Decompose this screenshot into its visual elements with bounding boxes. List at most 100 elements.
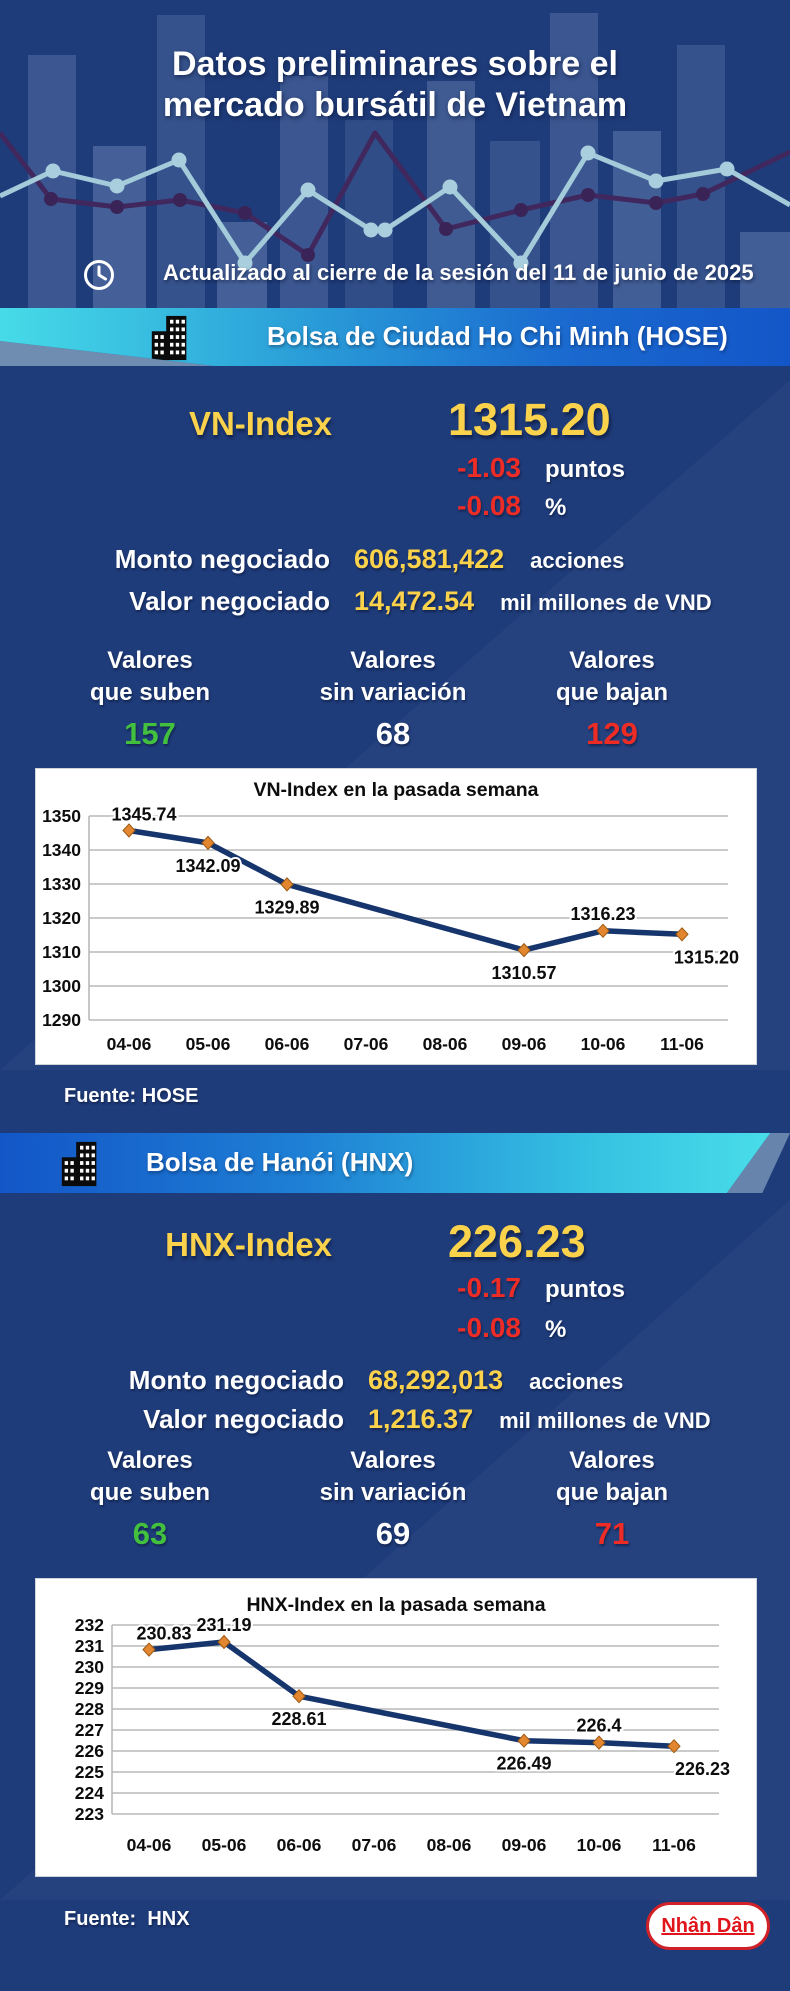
hnx-change-points: -0.17: [457, 1272, 521, 1303]
hnx-index-label: HNX-Index: [165, 1226, 332, 1263]
svg-text:HNX-Index en la pasada semana: HNX-Index en la pasada semana: [246, 1594, 545, 1616]
updated-text: Actualizado al cierre de la sesión del 1…: [163, 260, 754, 285]
vn-index-label: VN-Index: [188, 405, 332, 442]
svg-text:1340: 1340: [42, 840, 81, 860]
svg-text:226: 226: [75, 1741, 104, 1761]
hnx-decliners: Valores que bajan 71: [497, 1445, 727, 1552]
hnx-source: Fuente: HNX: [64, 1908, 190, 1930]
svg-text:1320: 1320: [42, 908, 81, 928]
vn-change-percent-row: -0.08 %: [0, 490, 790, 522]
svg-text:09-06: 09-06: [502, 1034, 547, 1054]
svg-text:04-06: 04-06: [127, 1835, 172, 1855]
svg-text:225: 225: [75, 1762, 104, 1782]
title-line-1: Datos preliminares sobre el: [172, 45, 618, 83]
lightblue-line-series: [0, 145, 790, 271]
svg-text:1315.20: 1315.20: [674, 947, 739, 967]
building-icon: [61, 1141, 97, 1187]
svg-text:226.23: 226.23: [675, 1759, 730, 1779]
vn-unchanged: Valores sin variación 68: [278, 645, 508, 752]
hnx-volume-label: Monto negociado: [128, 1365, 344, 1395]
svg-text:1342.09: 1342.09: [175, 856, 240, 876]
svg-text:09-06: 09-06: [502, 1835, 547, 1855]
hnx-change-percent-unit: %: [545, 1316, 567, 1343]
vn-volume-unit: acciones: [530, 548, 625, 573]
svg-text:231.19: 231.19: [196, 1615, 251, 1635]
svg-text:223: 223: [75, 1804, 104, 1824]
vn-change-percent: -0.08: [457, 490, 521, 521]
hnx-turnover-value: 1,216.37: [368, 1404, 474, 1434]
hnx-turnover-label: Valor negociado: [143, 1404, 344, 1434]
svg-text:229: 229: [75, 1678, 104, 1698]
svg-text:10-06: 10-06: [581, 1034, 626, 1054]
svg-text:08-06: 08-06: [423, 1034, 468, 1054]
svg-text:08-06: 08-06: [427, 1835, 472, 1855]
svg-text:07-06: 07-06: [352, 1835, 397, 1855]
svg-text:06-06: 06-06: [277, 1835, 322, 1855]
svg-text:1345.74: 1345.74: [111, 805, 176, 825]
svg-text:231: 231: [75, 1636, 104, 1656]
svg-text:1316.23: 1316.23: [570, 904, 635, 924]
hnx-advancers-count: 63: [132, 1516, 168, 1551]
svg-text:1300: 1300: [42, 976, 81, 996]
nhan-dan-logo-text: Nhân Dân: [661, 1914, 755, 1937]
vn-turnover-label: Valor negociado: [129, 586, 330, 616]
svg-text:05-06: 05-06: [186, 1034, 231, 1054]
svg-text:1290: 1290: [42, 1010, 81, 1030]
hnx-volume-row: Monto negociado 68,292,013 acciones: [0, 1365, 790, 1396]
hnx-decliners-count: 71: [594, 1516, 630, 1551]
vn-volume-row: Monto negociado 606,581,422 acciones: [0, 544, 790, 575]
hnx-banner-title: Bolsa de Hanói (HNX): [146, 1147, 414, 1177]
vn-volume-label: Monto negociado: [114, 544, 330, 574]
page-title: Datos preliminares sobre el mercado burs…: [0, 44, 790, 126]
hnx-volume-unit: acciones: [529, 1369, 624, 1394]
svg-text:1350: 1350: [42, 806, 81, 826]
svg-text:1329.89: 1329.89: [254, 897, 319, 917]
hose-banner-title: Bolsa de Ciudad Ho Chi Minh (HOSE): [267, 321, 728, 351]
hnx-unchanged: Valores sin variación 69: [278, 1445, 508, 1552]
svg-text:1310: 1310: [42, 942, 81, 962]
svg-text:226.4: 226.4: [576, 1716, 621, 1736]
svg-text:230.83: 230.83: [136, 1624, 191, 1644]
vn-volume-value: 606,581,422: [354, 544, 505, 574]
vn-change-points: -1.03: [457, 452, 521, 483]
clock-icon: [84, 260, 114, 290]
svg-text:VN-Index en la pasada semana: VN-Index en la pasada semana: [253, 779, 538, 801]
hnx-turnover-row: Valor negociado 1,216.37 mil millones de…: [0, 1404, 790, 1435]
svg-text:10-06: 10-06: [577, 1835, 622, 1855]
hnx-change-points-row: -0.17 puntos: [0, 1272, 790, 1304]
vn-index-weekly-chart: 1350 1340 1330 1320 1310 1300 1290 04-06 05-06 06…: [35, 768, 757, 1065]
title-line-2: mercado bursátil de Vietnam: [162, 86, 628, 124]
updated-row: Actualizado al cierre de la sesión del 1…: [0, 256, 790, 296]
hnx-banner: Bolsa de Hanói (HNX): [0, 1133, 771, 1193]
svg-text:228: 228: [75, 1699, 104, 1719]
svg-text:04-06: 04-06: [107, 1034, 152, 1054]
svg-text:227: 227: [75, 1720, 104, 1740]
svg-text:06-06: 06-06: [265, 1034, 310, 1054]
nhan-dan-logo: Nhân Dân: [646, 1902, 770, 1950]
building-icon: [151, 315, 187, 361]
svg-text:07-06: 07-06: [344, 1034, 389, 1054]
hnx-volume-value: 68,292,013: [368, 1365, 504, 1395]
svg-text:1330: 1330: [42, 874, 81, 894]
vn-turnover-value: 14,472.54: [354, 586, 475, 616]
chart-svg: 1350 1340 1330 1320 1310 1300 1290 04-06 05-06 06…: [42, 779, 741, 1054]
hnx-unchanged-count: 69: [375, 1516, 411, 1551]
vn-change-points-unit: puntos: [545, 456, 625, 483]
svg-text:228.61: 228.61: [271, 1709, 326, 1729]
vn-index-value: 1315.20: [448, 394, 611, 445]
vn-turnover-row: Valor negociado 14,472.54 mil millones d…: [0, 586, 790, 617]
svg-text:11-06: 11-06: [652, 1835, 696, 1855]
vn-turnover-unit: mil millones de VND: [500, 590, 712, 615]
hnx-index-weekly-chart: 232 231 230 229 228 227 226 225 224 223 04-06 05-06…: [35, 1578, 757, 1877]
svg-text:226.49: 226.49: [496, 1754, 551, 1774]
vn-decliners-count: 129: [586, 716, 638, 751]
hnx-advancers: Valores que suben 63: [35, 1445, 265, 1552]
vn-decliners: Valores que bajan 129: [497, 645, 727, 752]
svg-text:11-06: 11-06: [660, 1034, 704, 1054]
svg-text:232: 232: [75, 1615, 104, 1635]
purple-line-series: [0, 130, 790, 262]
hnx-change-percent: -0.08: [457, 1312, 521, 1343]
hnx-change-percent-row: -0.08 %: [0, 1312, 790, 1344]
